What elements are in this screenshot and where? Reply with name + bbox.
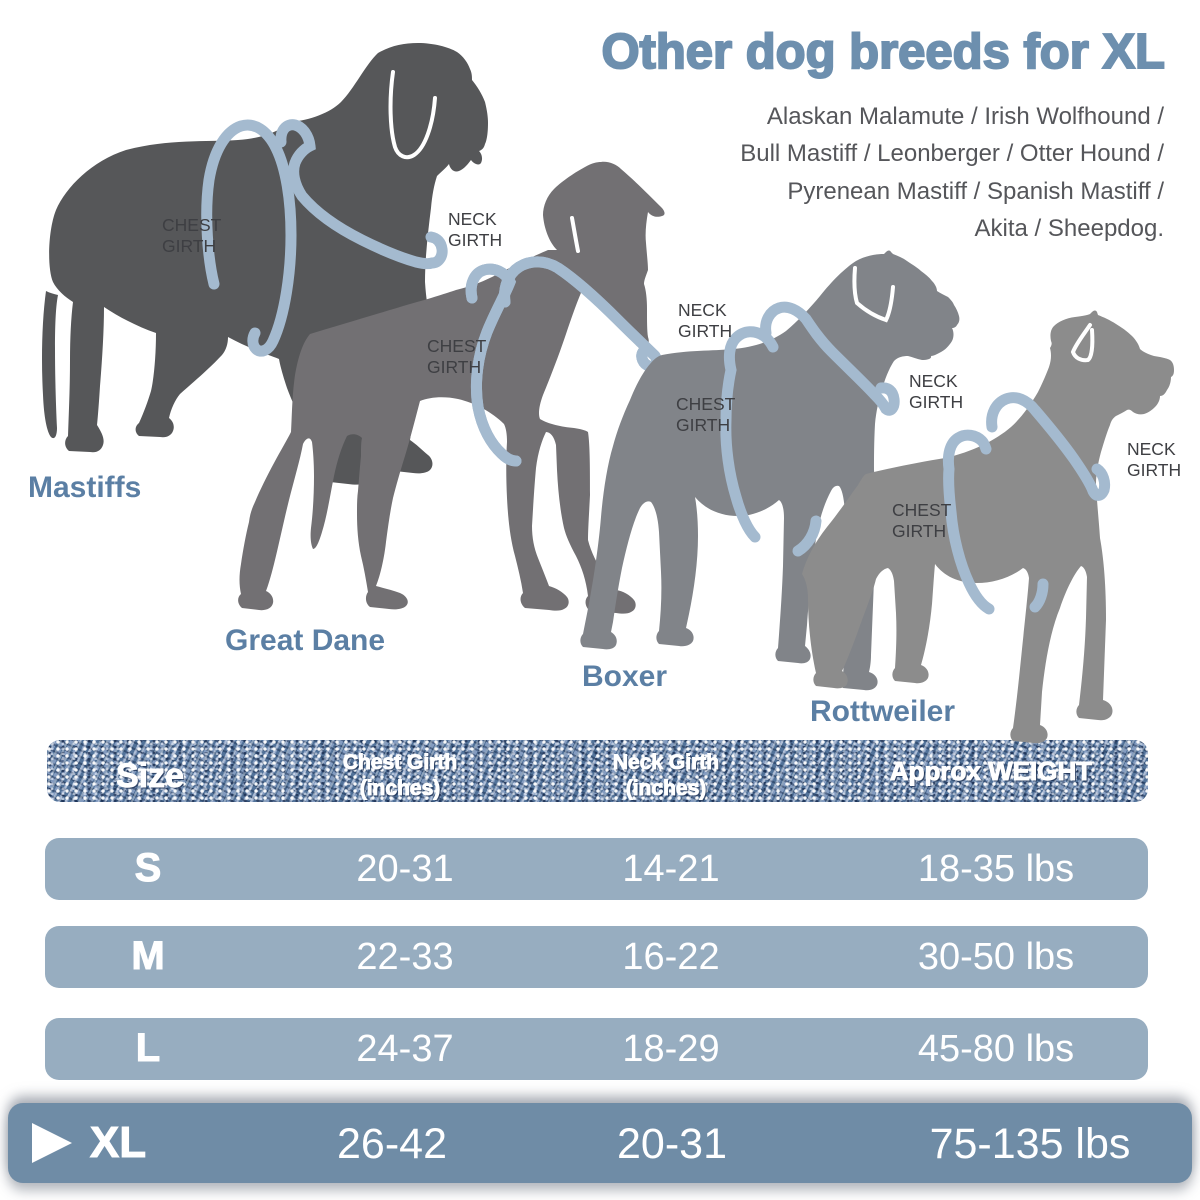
svg-text:GIRTH: GIRTH: [448, 230, 502, 250]
svg-text:CHEST: CHEST: [892, 500, 952, 520]
svg-text:GIRTH: GIRTH: [678, 321, 732, 341]
svg-text:Rottweiler: Rottweiler: [810, 695, 955, 728]
svg-text:GIRTH: GIRTH: [892, 521, 946, 541]
svg-text:GIRTH: GIRTH: [676, 415, 730, 435]
svg-text:Great Dane: Great Dane: [225, 624, 385, 657]
svg-text:CHEST: CHEST: [162, 215, 222, 235]
svg-text:NECK: NECK: [678, 300, 727, 320]
svg-text:NECK: NECK: [448, 209, 497, 229]
svg-text:GIRTH: GIRTH: [1127, 460, 1181, 480]
svg-text:NECK: NECK: [1127, 439, 1176, 459]
svg-text:CHEST: CHEST: [427, 336, 487, 356]
svg-text:GIRTH: GIRTH: [162, 236, 216, 256]
svg-text:Mastiffs: Mastiffs: [28, 471, 141, 504]
svg-text:CHEST: CHEST: [676, 394, 736, 414]
svg-text:GIRTH: GIRTH: [427, 357, 481, 377]
svg-text:GIRTH: GIRTH: [909, 392, 963, 412]
svg-text:NECK: NECK: [909, 371, 958, 391]
svg-text:Boxer: Boxer: [582, 660, 667, 693]
